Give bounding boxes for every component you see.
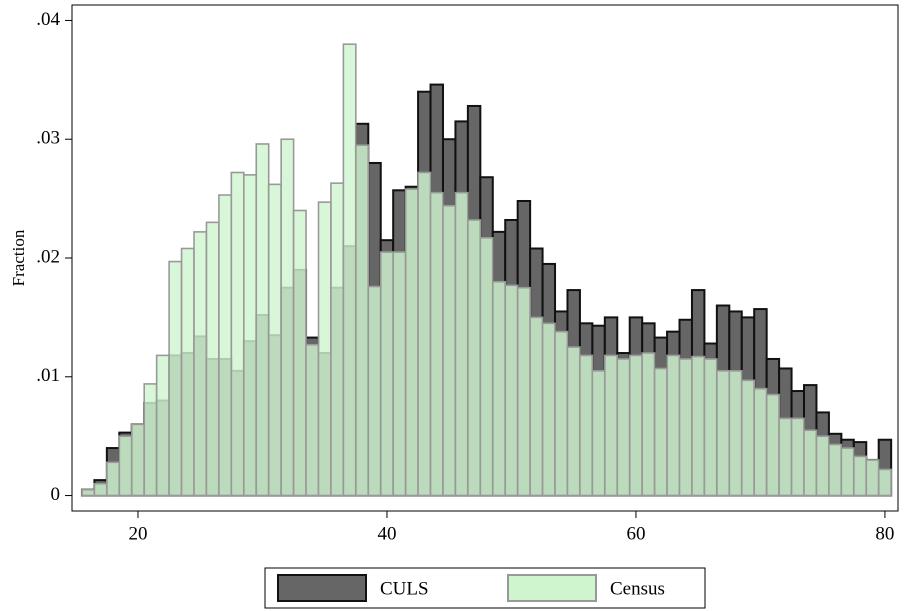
- bar: [81, 488, 96, 497]
- x-tick-label: 80: [875, 523, 894, 544]
- y-tick-label: .04: [36, 9, 60, 30]
- bar: [429, 191, 444, 497]
- bar: [317, 201, 332, 497]
- bar: [740, 379, 756, 497]
- bar: [180, 247, 195, 497]
- bar: [155, 354, 170, 497]
- bar: [292, 209, 307, 497]
- bar: [790, 417, 805, 497]
- bar: [628, 354, 643, 497]
- bar: [815, 435, 830, 497]
- bar: [193, 231, 208, 497]
- bar: [205, 221, 220, 497]
- bar: [828, 443, 843, 497]
- bar: [106, 461, 121, 497]
- y-tick-label: 0: [51, 484, 61, 505]
- bar: [840, 447, 855, 497]
- bar: [442, 204, 457, 497]
- legend-label: CULS: [380, 578, 429, 599]
- x-tick-label: 20: [128, 523, 147, 544]
- legend-swatch: [507, 574, 597, 602]
- bar: [653, 367, 668, 497]
- y-tick-label: .02: [36, 246, 60, 267]
- bar: [728, 370, 743, 497]
- bar: [218, 194, 233, 497]
- bar: [604, 354, 619, 497]
- y-axis-label: Fraction: [9, 229, 28, 286]
- y-tick-label: .03: [36, 128, 60, 149]
- bar: [853, 455, 868, 497]
- legend-swatch: [277, 574, 367, 602]
- bar: [579, 354, 594, 497]
- x-tick-label: 40: [377, 523, 396, 544]
- legend-label: Census: [610, 578, 665, 599]
- bar: [467, 219, 482, 497]
- bar: [168, 260, 183, 497]
- x-tick-label: 60: [626, 523, 645, 544]
- bar: [143, 383, 158, 497]
- plot-frame: [71, 4, 899, 512]
- bar: [877, 468, 892, 497]
- bar: [529, 316, 544, 497]
- bar: [242, 174, 258, 497]
- bar: [392, 251, 407, 497]
- bar: [865, 459, 880, 497]
- bar: [367, 285, 382, 497]
- bar: [305, 343, 320, 497]
- bar: [666, 354, 681, 497]
- bar: [591, 370, 606, 497]
- y-tick-label: .01: [36, 365, 60, 386]
- bar: [479, 237, 494, 497]
- bar: [516, 286, 531, 497]
- bar: [404, 188, 419, 497]
- bar: [504, 284, 519, 497]
- bar: [691, 355, 706, 497]
- bar: [753, 387, 768, 497]
- bar: [491, 280, 507, 497]
- bar: [355, 144, 370, 497]
- bar: [716, 370, 731, 497]
- bar: [541, 322, 556, 497]
- bar: [417, 171, 432, 497]
- bar: [641, 352, 656, 497]
- bar: [330, 182, 345, 497]
- bar: [765, 393, 780, 497]
- bar: [803, 429, 818, 497]
- bar: [616, 358, 631, 497]
- bar: [379, 251, 394, 497]
- bar: [778, 417, 793, 497]
- bar: [230, 171, 245, 497]
- bar: [454, 191, 469, 497]
- bar: [130, 423, 146, 497]
- bar: [554, 330, 569, 497]
- bar: [267, 183, 282, 497]
- bar: [280, 138, 295, 497]
- bar: [118, 435, 133, 497]
- bar: [703, 358, 718, 497]
- bar: [342, 43, 357, 497]
- bar: [678, 358, 693, 497]
- bar: [93, 482, 108, 497]
- bar: [255, 143, 270, 497]
- bar: [566, 346, 581, 497]
